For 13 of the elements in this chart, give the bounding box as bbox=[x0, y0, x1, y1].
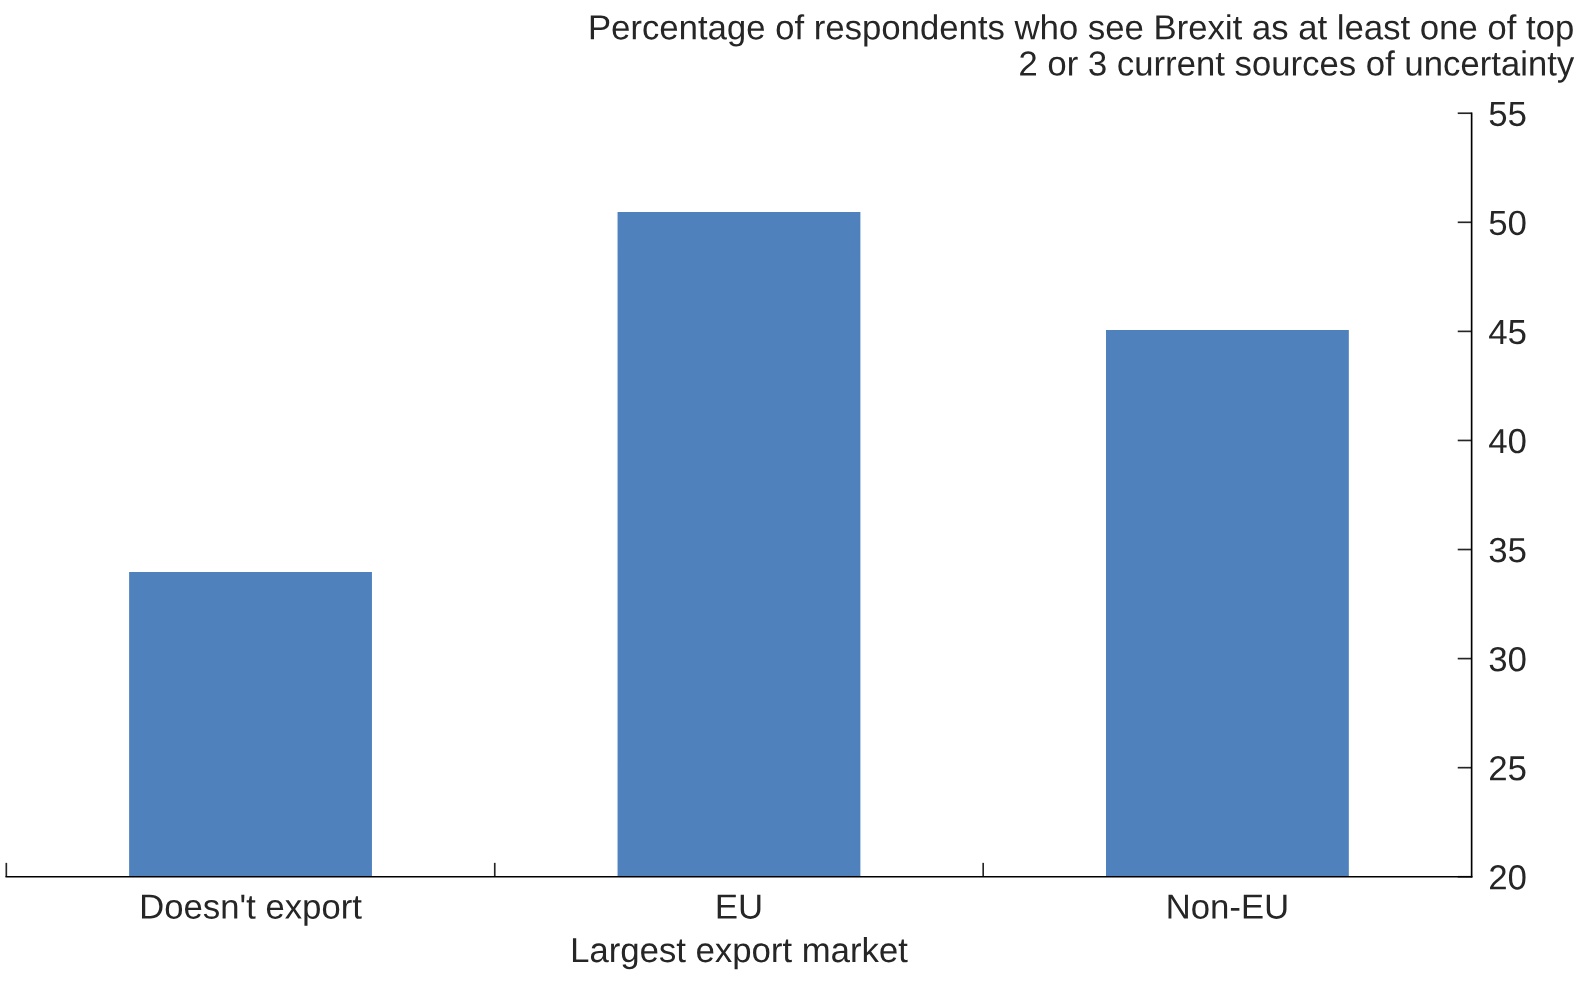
y-tick-label: 20 bbox=[1490, 865, 1526, 890]
y-tick-label: 30 bbox=[1489, 646, 1526, 672]
y-tick-label: 50 bbox=[1489, 210, 1526, 236]
x-axis-title: Largest export market bbox=[572, 936, 908, 970]
y-tick-label: 35 bbox=[1489, 537, 1526, 563]
y-tick-label: 45 bbox=[1489, 320, 1526, 345]
y-tick-label: 40 bbox=[1489, 428, 1526, 454]
x-tick-label: Doesn't export bbox=[141, 894, 362, 926]
x-tick-label: Non-EU bbox=[1168, 894, 1287, 919]
x-tick-label: EU bbox=[717, 894, 761, 919]
y-tick-label: 25 bbox=[1490, 756, 1526, 781]
y-tick-label: 55 bbox=[1489, 101, 1526, 127]
y-axis-title: Percentage of respondents who see Brexit as at least one of top 2 or 3 current sources of uncertainty bbox=[590, 14, 1575, 83]
